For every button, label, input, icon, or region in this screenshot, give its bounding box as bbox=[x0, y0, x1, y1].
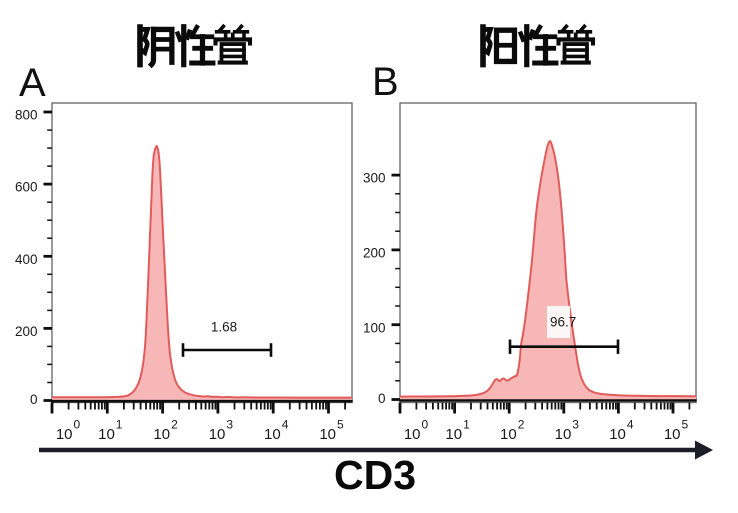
svg-text:1.68: 1.68 bbox=[211, 320, 237, 335]
svg-text:96.7: 96.7 bbox=[550, 315, 576, 330]
svg-text:300: 300 bbox=[363, 171, 386, 186]
svg-text:200: 200 bbox=[363, 246, 386, 261]
svg-text:B: B bbox=[372, 60, 399, 104]
svg-text:600: 600 bbox=[15, 180, 38, 195]
svg-text:A: A bbox=[19, 61, 46, 105]
svg-text:CD3: CD3 bbox=[334, 452, 416, 498]
svg-text:0: 0 bbox=[30, 392, 38, 407]
svg-text:800: 800 bbox=[15, 108, 38, 123]
svg-text:0: 0 bbox=[378, 391, 386, 406]
svg-text:100: 100 bbox=[363, 320, 386, 335]
svg-text:400: 400 bbox=[15, 252, 38, 267]
svg-text:200: 200 bbox=[15, 324, 38, 339]
